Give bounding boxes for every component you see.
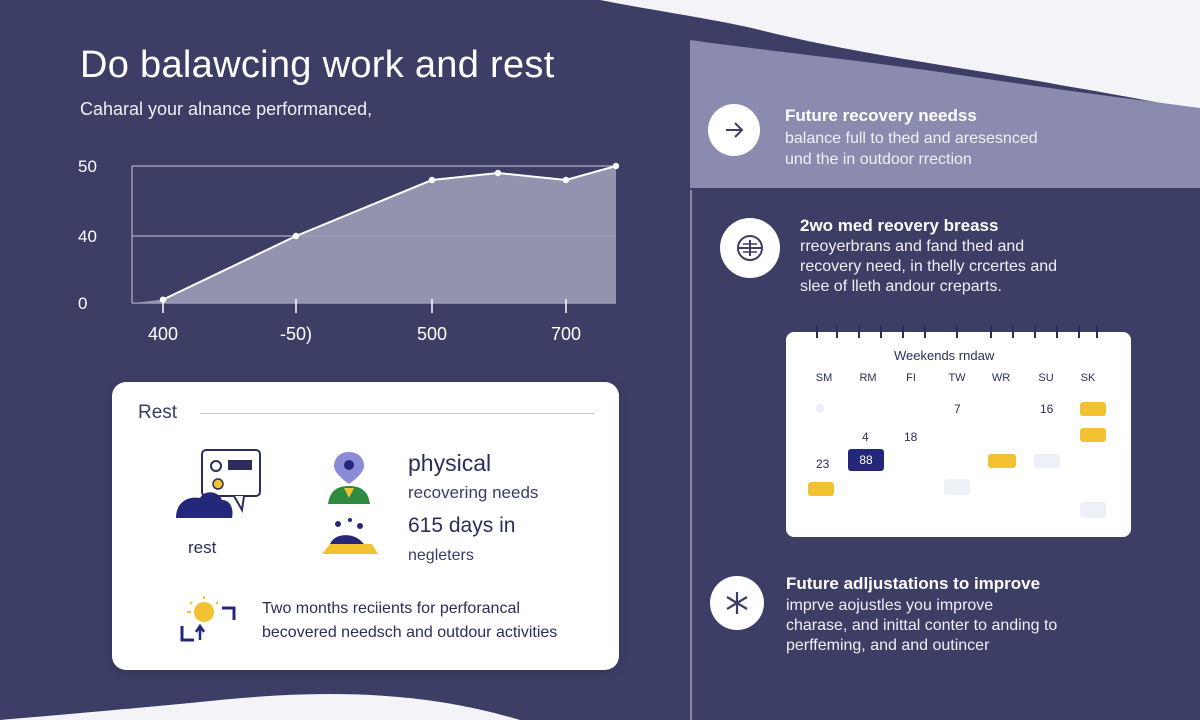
calendar-cell[interactable] xyxy=(1080,502,1106,518)
future-adjustments-line-3: perffeming, and and outincer xyxy=(786,637,990,654)
days-subtitle: negleters xyxy=(408,547,474,564)
area-series xyxy=(132,166,616,303)
calendar-cell[interactable] xyxy=(1034,454,1060,468)
y-tick-label: 50 xyxy=(78,157,97,176)
target-icon[interactable] xyxy=(720,218,780,278)
data-point xyxy=(612,162,620,170)
calendar-day-header: SU xyxy=(1038,372,1054,384)
recovery-needs-line-2: und the in outdoor rrection xyxy=(785,151,972,168)
future-adjustments-title: Future adljustations to improve xyxy=(786,574,1041,593)
calendar-event-chip[interactable] xyxy=(1080,428,1106,442)
resting-person-icon xyxy=(322,518,378,554)
sun-icon xyxy=(180,596,236,642)
calendar-event-chip[interactable] xyxy=(1080,402,1106,416)
future-adjustments-line-2: charase, and inittal conter to anding to xyxy=(786,617,1058,634)
calendar-event-chip[interactable] xyxy=(808,482,834,496)
calendar-day-header: WR xyxy=(991,372,1011,384)
rest-card-title: Rest xyxy=(138,402,178,423)
physical-title: physical xyxy=(408,450,492,476)
calendar-date[interactable]: 18 xyxy=(904,430,918,444)
recovery-needs-title: Future recovery needss xyxy=(785,106,977,125)
arrow-right-icon[interactable] xyxy=(708,104,760,156)
x-tick-label: -50) xyxy=(280,324,312,344)
y-tick-label: 0 xyxy=(78,294,87,313)
recovery-breaks-line-3: slee of lleth andour creparts. xyxy=(800,278,1002,295)
recovery-breaks-line-2: recovery need, in thelly crcertes and xyxy=(800,258,1058,275)
asterisk-icon[interactable] xyxy=(710,576,764,630)
page-title: Do balawcing work and rest xyxy=(80,44,555,86)
calendar-date[interactable]: 4 xyxy=(862,430,869,444)
calendar-day-header: TW xyxy=(948,372,966,384)
calendar-selected-date[interactable]: 88 xyxy=(848,449,884,471)
x-tick-label: 700 xyxy=(551,324,581,344)
calendar-date[interactable]: 23 xyxy=(816,457,830,471)
days-title: 615 days in xyxy=(408,514,516,537)
chat-icon xyxy=(176,449,261,518)
page-subtitle: Caharal your alnance performanced, xyxy=(80,99,373,119)
rest-card-rule xyxy=(200,413,594,414)
x-tick-label: 400 xyxy=(148,324,178,344)
calendar-date[interactable]: 7 xyxy=(954,402,961,416)
weekend-calendar: Weekends rndaw SM RM FI TW WR SU SK 7 16… xyxy=(786,326,1131,537)
data-point xyxy=(292,232,300,240)
person-pin-icon xyxy=(328,452,370,504)
line-series xyxy=(162,165,617,301)
recovery-breaks-title: 2wo med reovery breass xyxy=(800,216,999,235)
data-point xyxy=(428,176,436,184)
x-tick-label: 500 xyxy=(417,324,447,344)
calendar-day-header: SK xyxy=(1080,372,1096,384)
calendar-cell[interactable] xyxy=(816,404,824,412)
calendar-event-chip[interactable] xyxy=(988,454,1016,468)
recovery-breaks-line-1: rreoyerbrans and fand thed and xyxy=(800,238,1025,255)
physical-subtitle: recovering needs xyxy=(408,483,539,502)
calendar-day-header: FI xyxy=(906,372,916,384)
calendar-day-header: SM xyxy=(815,372,833,384)
y-tick-label: 40 xyxy=(78,227,97,246)
calendar-title: Weekends rndaw xyxy=(894,348,995,363)
calendar-date[interactable]: 16 xyxy=(1040,402,1054,416)
rest-label: rest xyxy=(188,538,217,557)
vertical-divider xyxy=(690,190,692,720)
tip-line-1: Two months reciients for perforancal xyxy=(262,600,520,617)
tip-line-2: becovered needsch and outdour activities xyxy=(262,624,558,641)
data-point xyxy=(562,176,570,184)
rest-card: Rest rest physical recovering needs 615 … xyxy=(112,382,619,670)
recovery-needs-line-1: balance full to thed and aresesnced xyxy=(785,130,1038,147)
future-adjustments-line-1: imprve aojustles you improve xyxy=(786,597,994,614)
calendar-cell[interactable] xyxy=(944,479,970,495)
data-point xyxy=(494,169,502,177)
calendar-day-header: RM xyxy=(859,372,877,384)
